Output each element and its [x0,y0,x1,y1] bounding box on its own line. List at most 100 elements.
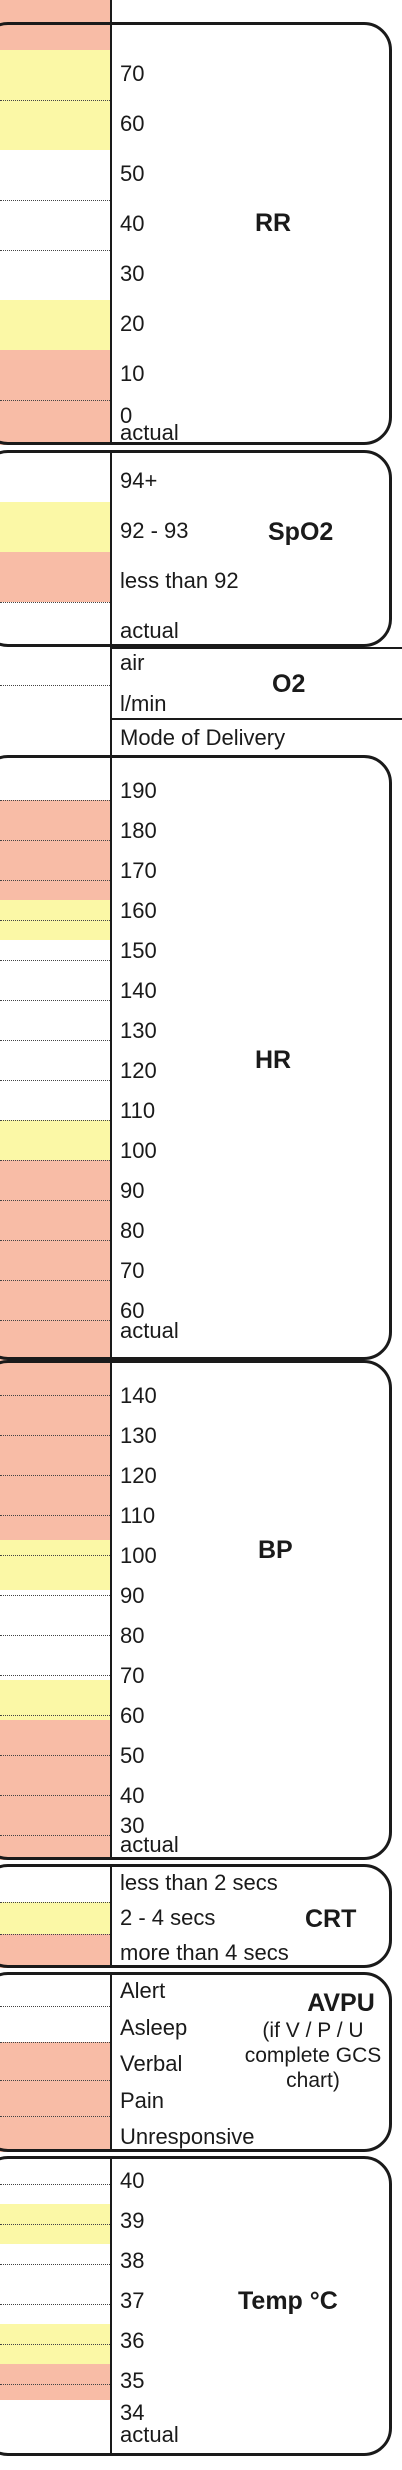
hr-label: 150 [120,938,157,963]
bp-actual-label: actual [120,1832,179,1857]
crt-band-red [0,1934,112,1968]
grid-line [0,2264,112,2265]
temp-band-white [0,2400,112,2456]
grid-line [0,685,112,686]
section-divider [112,718,402,720]
temp-band-red [0,2364,112,2400]
temp-label: 36 [120,2328,145,2353]
crt-label: 2 - 4 secs [120,1905,216,1930]
hr-label: 180 [120,818,157,843]
column-divider [0,0,112,445]
grid-line [0,2006,112,2007]
hr-label: 90 [120,1178,145,1203]
grid-line [0,800,112,801]
hr-label: 160 [120,898,157,923]
bp-label: 50 [120,1743,145,1768]
grid-line [0,920,112,921]
temp-band-white [0,2244,112,2324]
rr-title: RR [255,209,292,237]
section-divider [112,647,402,649]
grid-line [0,1475,112,1476]
bp-label: 130 [120,1423,157,1448]
temp-label: 40 [120,2168,145,2193]
rr-label: 0 [120,403,133,428]
bp-label: 40 [120,1783,145,1808]
bp-label: 100 [120,1543,157,1568]
grid-line [0,1280,112,1281]
spo2-band-yellow [0,502,112,552]
grid-line [0,1755,112,1756]
bp-band-yellow [0,1540,112,1590]
spo2-label: less than 92 [120,568,239,593]
rr-actual-label: actual [120,420,179,445]
temp-band-white [0,2156,112,2204]
grid-line [0,1795,112,1796]
grid-line [0,1675,112,1676]
grid-line [0,2224,112,2225]
hr-label: 190 [120,778,157,803]
temp-label: 34 [120,2400,145,2425]
grid-line [0,1120,112,1121]
hr-border [0,755,392,1360]
rr-band-red [0,0,112,50]
hr-label: 130 [120,1018,157,1043]
grid-line [0,1902,112,1903]
rr-label: 10 [120,361,145,386]
spo2-band-white [0,450,112,502]
spo2-band-red [0,552,112,602]
crt-band-white [0,1864,112,1902]
grid-line [0,960,112,961]
grid-line [0,1040,112,1041]
column-divider [0,755,112,1360]
hr-label: 100 [120,1138,157,1163]
bp-label: 60 [120,1703,145,1728]
avpu-band-white [0,1972,112,2042]
hr-band-yellow [0,1120,112,1160]
bp-band-yellow [0,1680,112,1720]
crt-label: less than 2 secs [120,1870,278,1895]
rr-label: 20 [120,311,145,336]
avpu-label: Unresponsive [120,2124,255,2149]
temp-label: 38 [120,2248,145,2273]
grid-line [0,880,112,881]
hr-label: 60 [120,1298,145,1323]
hr-actual-label: actual [120,1318,179,1343]
crt-label: more than 4 secs [120,1940,289,1965]
grid-line [0,2344,112,2345]
grid-line [0,1555,112,1556]
avpu-gcs-note: (if V / P / U complete GCS chart) [244,2019,382,2092]
rr-label: 70 [120,61,145,86]
grid-line [0,1240,112,1241]
grid-line [0,400,112,401]
grid-line [0,1200,112,1201]
grid-line [0,2042,112,2043]
hr-band-white [0,755,112,800]
bp-label: 120 [120,1463,157,1488]
grid-line [0,1395,112,1396]
grid-line [0,1835,112,1836]
crt-title: CRT [305,1905,357,1933]
avpu-border [0,1972,392,2152]
temp-title: Temp °C [238,2287,338,2315]
bp-band-red [0,1360,112,1540]
o2-label: Mode of Delivery [120,725,286,750]
hr-band-red [0,1160,112,1200]
temp-border [0,2156,392,2456]
o2-band-white [0,647,112,755]
bp-band-red [0,1720,112,1860]
avpu-label: Verbal [120,2051,183,2076]
grid-line [0,2304,112,2305]
grid-line [0,1635,112,1636]
column-divider [0,2156,112,2456]
column-divider [0,1360,112,1860]
grid-line [0,1934,112,1935]
grid-line [0,200,112,201]
grid-line [0,1435,112,1436]
o2-label: l/min [120,691,167,716]
hr-label: 80 [120,1218,145,1243]
bp-title: BP [258,1536,293,1564]
rr-band-red [0,350,112,445]
column-divider [0,647,112,755]
hr-label: 140 [120,978,157,1003]
rr-band-white [0,150,112,300]
